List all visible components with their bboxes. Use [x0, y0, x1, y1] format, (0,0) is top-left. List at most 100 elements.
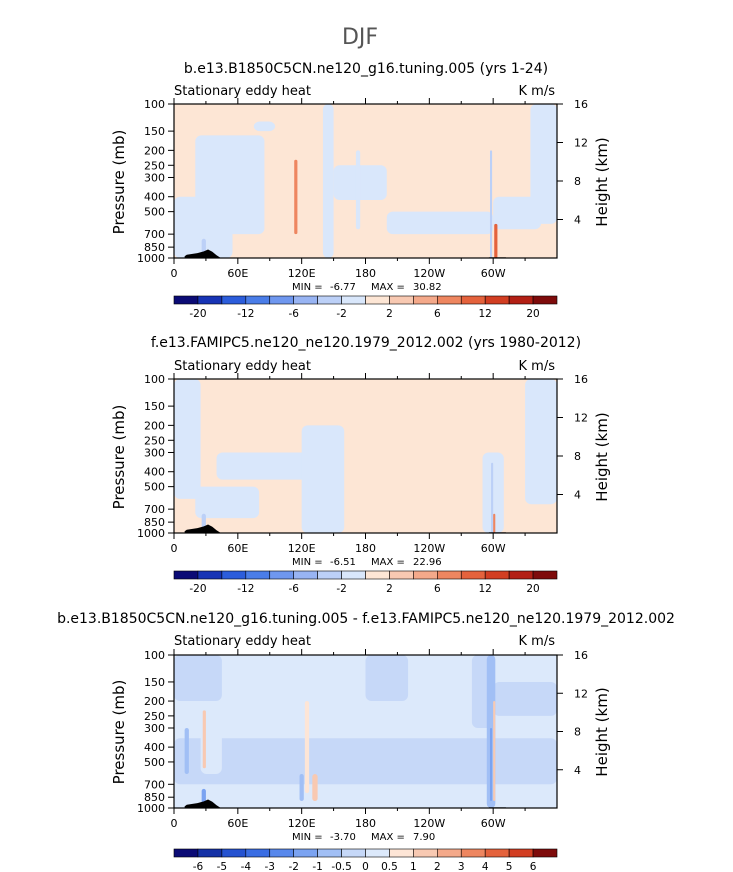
panel-2-ytick-label-0: 100 [144, 373, 165, 386]
colorbar-2-swatch-6 [317, 570, 342, 580]
panel-3-xtick-label-4: 120W [413, 817, 445, 830]
panel-3-feature-14 [201, 788, 206, 805]
colorbar-1-label-6: 12 [479, 308, 492, 320]
colorbar-2-swatch-12 [460, 570, 486, 580]
panel-2-ytick-label-4: 300 [144, 446, 165, 459]
panel-1-ytick-label-2: 200 [144, 144, 165, 157]
colorbar-3-swatch-9 [389, 848, 414, 858]
panel-1-ytick-label-3: 250 [144, 159, 165, 172]
panel-2-y2tick-label-2: 12 [574, 412, 588, 425]
colorbar-1-label-0: -20 [189, 308, 206, 320]
panel-3-max-value: 7.90 [413, 832, 435, 843]
colorbar-2-label-6: 12 [479, 583, 492, 595]
panel-3-ytick-label-2: 200 [144, 695, 165, 708]
panel-1-feature-11 [489, 150, 493, 258]
panel-3-y2label: Height (km) [593, 687, 611, 776]
colorbar-1-swatch-11 [437, 295, 462, 305]
panel-2-y2label: Height (km) [593, 412, 611, 501]
colorbar-1-swatch-0 [173, 295, 199, 305]
panel-2-ytick-label-6: 500 [144, 481, 165, 494]
colorbar-3-swatch-1 [197, 848, 223, 858]
colorbar-1-label-5: 6 [434, 308, 441, 320]
colorbar-2-swatch-2 [221, 570, 247, 580]
colorbar-2-label-1: -12 [237, 583, 254, 595]
panel-2-ytick-label-9: 1000 [137, 527, 165, 540]
figure-title: DJF [342, 25, 378, 50]
colorbar-1-swatch-10 [413, 295, 438, 305]
colorbar-3-label-2: -4 [241, 861, 252, 872]
panel-1-ytick-label-7: 700 [144, 228, 165, 241]
colorbar-3-label-12: 4 [482, 861, 489, 872]
panel-2-min-label: MIN = [292, 557, 323, 568]
panel-3-topography [184, 799, 221, 808]
panel-1-y2tick-label-0: 4 [574, 214, 581, 227]
panel-2-y2tick-label-3: 16 [574, 373, 588, 386]
colorbar-1-label-2: -6 [288, 308, 299, 320]
panel-1-y2tick-label-1: 8 [574, 175, 581, 188]
panel-3-ytick-label-6: 500 [144, 756, 165, 769]
panel-2-feature-0 [174, 379, 201, 499]
panel-1-right-string: K m/s [519, 84, 556, 99]
colorbar-1-label-7: 20 [526, 308, 539, 320]
colorbar-3-swatch-0 [173, 848, 199, 858]
colorbar-1-swatch-9 [389, 295, 414, 305]
panel-2-feature-7 [493, 513, 496, 533]
panel-2-ytick-label-5: 400 [144, 466, 165, 479]
colorbar-1: -20 -12 -6 -2 2 6 12 20 [173, 295, 558, 320]
colorbar-2-label-5: 6 [434, 583, 441, 595]
colorbar-3-label-3: -3 [265, 861, 275, 872]
colorbar-3-label-0: -6 [193, 861, 204, 872]
panel-1-ytick-label-9: 1000 [137, 252, 165, 265]
panel-1-xtick-label-2: 120E [288, 267, 316, 280]
colorbar-1-swatch-14 [508, 295, 534, 305]
panel-3-ytick-label-1: 150 [144, 676, 165, 689]
colorbar-3-swatch-7 [341, 848, 366, 858]
panel-1-feature-3 [174, 196, 233, 258]
panel-2-xtick-label-0: 0 [171, 542, 178, 555]
panel-3-feature-1 [174, 655, 222, 702]
colorbar-3-swatch-4 [269, 848, 294, 858]
panel-2-feature-3 [301, 425, 345, 533]
panel-3-xtick-label-3: 180 [355, 817, 376, 830]
panel-2-xtick-label-3: 180 [355, 542, 376, 555]
panel-3-xtick-label-0: 0 [171, 817, 178, 830]
panel-1-y2label: Height (km) [593, 137, 611, 226]
panel-3-xtick-label-5: 60W [481, 817, 506, 830]
panel-2-y2tick-label-1: 8 [574, 450, 581, 463]
panel-1-ytick-label-5: 400 [144, 191, 165, 204]
panel-1-y2tick-label-2: 12 [574, 137, 588, 150]
colorbar-1-label-4: 2 [386, 308, 393, 320]
colorbar-1-swatch-8 [365, 295, 390, 305]
panel-2-ytick-label-3: 250 [144, 434, 165, 447]
panel-1-feature-10 [355, 150, 361, 230]
panel-2-xtick-label-5: 60W [481, 542, 506, 555]
panel-3-left-string: Stationary eddy heat [174, 634, 311, 649]
colorbar-2-label-3: -2 [336, 583, 346, 595]
panel-1-feature-7 [530, 104, 557, 224]
panel-3-min-value: -3.70 [330, 832, 356, 843]
panel-3-ytick-label-0: 100 [144, 649, 165, 662]
colorbar-2-swatch-9 [389, 570, 414, 580]
panel-3-feature-6 [202, 710, 206, 769]
panel-3-ytick-label-8: 850 [144, 791, 165, 804]
panel-1-left-string: Stationary eddy heat [174, 84, 311, 99]
panel-1-max-value: 30.82 [413, 282, 442, 293]
panel-2-right-string: K m/s [519, 359, 556, 374]
panel-1-ytick-label-0: 100 [144, 98, 165, 111]
panel-1-xtick-label-0: 0 [171, 267, 178, 280]
panel-2-ylabel: Pressure (mb) [110, 405, 128, 510]
panel-3-ytick-label-7: 700 [144, 778, 165, 791]
panel-1-ytick-label-8: 850 [144, 241, 165, 254]
panel-1-topography [184, 249, 221, 258]
colorbar-2-label-4: 2 [386, 583, 393, 595]
panel-3-feature-2 [365, 655, 409, 702]
colorbar-3-label-7: 0 [362, 861, 369, 872]
colorbar-2-label-0: -20 [189, 583, 206, 595]
colorbar-1-swatch-12 [460, 295, 486, 305]
colorbar-1-swatch-7 [341, 295, 366, 305]
panel-1-xtick-label-4: 120W [413, 267, 445, 280]
colorbar-3-label-5: -1 [312, 861, 322, 872]
